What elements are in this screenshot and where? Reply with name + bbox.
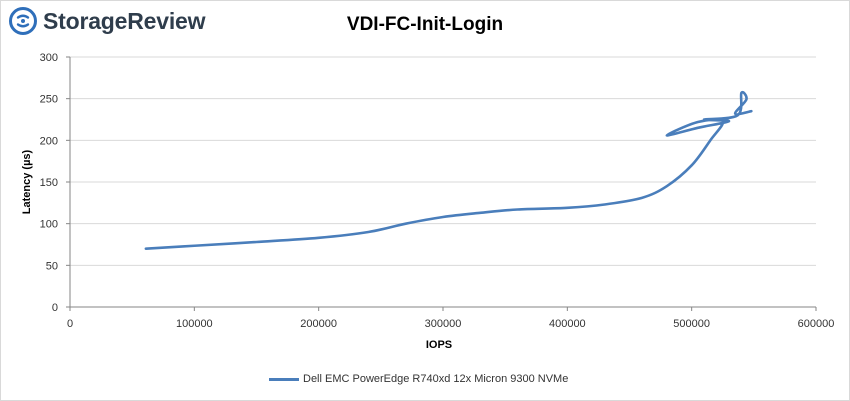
- y-tick-label: 150: [40, 177, 58, 189]
- y-tick-label: 250: [40, 94, 58, 106]
- brand-name: StorageReview: [43, 7, 206, 34]
- axes: [66, 56, 817, 311]
- brand-logo: StorageReview: [9, 5, 206, 37]
- y-tick-label: 300: [40, 52, 58, 64]
- x-tick-label: 400000: [549, 318, 586, 330]
- y-tick-label: 200: [40, 135, 58, 147]
- storagereview-logo-icon: [9, 7, 37, 35]
- y-axis-title: Latency (µs): [21, 149, 33, 214]
- x-tick-label: 100000: [176, 318, 213, 330]
- series-line: [144, 90, 753, 250]
- x-axis-title: IOPS: [426, 339, 452, 351]
- x-tick-label: 200000: [300, 318, 337, 330]
- y-tick-label: 100: [40, 219, 58, 231]
- x-tick-label: 600000: [798, 318, 835, 330]
- series-lines: [144, 90, 753, 250]
- x-tick-label: 300000: [425, 318, 462, 330]
- tick-labels: 0 50 100 150 200 250 300 0 100000 200000 300000 400…: [40, 52, 835, 330]
- legend-label: Dell EMC PowerEdge R740xd 12x Micron 930…: [303, 373, 569, 385]
- y-tick-label: 0: [52, 302, 58, 314]
- x-tick-label: 0: [67, 318, 73, 330]
- gridlines: [70, 56, 816, 266]
- y-tick-label: 50: [46, 260, 58, 272]
- legend-swatch: [269, 377, 299, 381]
- legend: Dell EMC PowerEdge R740xd 12x Micron 930…: [269, 373, 568, 385]
- x-tick-label: 500000: [673, 318, 710, 330]
